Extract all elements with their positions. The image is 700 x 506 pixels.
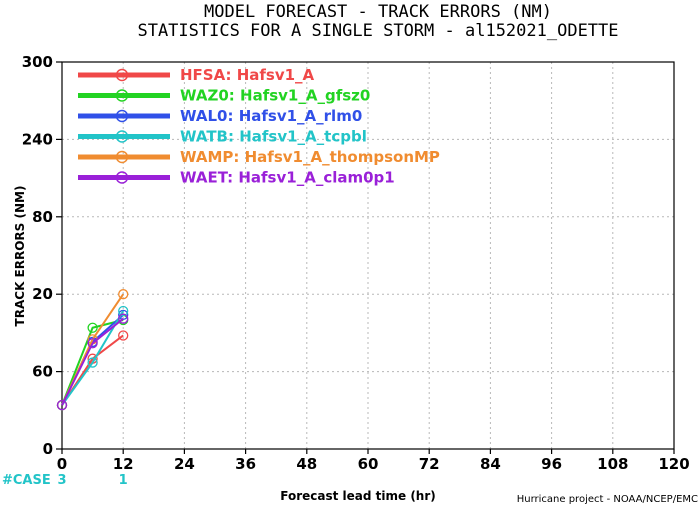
legend-item: WATB: Hafsv1_A_tcpbl [78, 128, 367, 146]
data-point [87, 357, 98, 368]
y-tick-label: 80 [32, 208, 53, 226]
case-count: 1 [119, 473, 128, 488]
legend-item: WAET: Hafsv1_A_clam0p1 [78, 169, 395, 187]
grid-lines [62, 62, 674, 449]
legend-swatch-marker [115, 109, 129, 123]
legend-item: WAZ0: Hafsv1_A_gfsz0 [78, 87, 370, 105]
plot-frame [61, 61, 675, 450]
chart-title: MODEL FORECAST - TRACK ERRORS (NM) [204, 2, 552, 22]
x-tick-label: 108 [597, 455, 628, 473]
legend-swatch-marker [115, 130, 129, 143]
legend-item: HFSA: Hafsv1_A [78, 66, 315, 84]
data-point [118, 289, 129, 300]
legend-swatch-marker [115, 150, 129, 164]
y-tick-label: 240 [22, 130, 53, 148]
data-point [118, 330, 129, 341]
legend-label: WAL0: Hafsv1_A_rlm0 [180, 107, 362, 125]
legend-label: WAMP: Hafsv1_A_thompsonMP [180, 148, 440, 166]
data-point [118, 305, 129, 317]
data-series [56, 289, 129, 411]
legend-swatch-marker [115, 68, 129, 82]
x-tick-label: 84 [480, 455, 501, 473]
x-axis-label: Forecast lead time (hr) [280, 489, 436, 503]
credit-text: Hurricane project - NOAA/NCEP/EMC [517, 494, 698, 505]
x-tick-label: 12 [113, 455, 134, 473]
series-line [61, 317, 124, 406]
x-tick-label: 24 [174, 455, 195, 473]
y-tick-label: 300 [22, 53, 53, 71]
x-axis-ticks: 0 12 24 36 48 60 72 84 96 108 120 [57, 449, 690, 473]
x-tick-label: 0 [57, 455, 67, 473]
legend-label: WAET: Hafsv1_A_clam0p1 [180, 169, 395, 187]
legend-item: WAMP: Hafsv1_A_thompsonMP [78, 148, 440, 166]
series-waet [56, 313, 129, 411]
y-tick-label: 20 [32, 285, 53, 303]
x-tick-label: 120 [658, 455, 689, 473]
y-axis-label: TRACK ERRORS (NM) [13, 186, 27, 327]
legend-item: WAL0: Hafsv1_A_rlm0 [78, 107, 362, 125]
series-line [61, 310, 125, 406]
data-point [87, 322, 98, 333]
legend-label: HFSA: Hafsv1_A [180, 66, 315, 84]
y-axis-ticks: 0 60 20 80 240 300 [22, 53, 62, 458]
data-point [87, 338, 98, 349]
x-tick-label: 60 [358, 455, 379, 473]
data-point [56, 399, 68, 411]
x-tick-label: 36 [235, 455, 256, 473]
legend-swatch-marker [115, 171, 129, 184]
legend-swatch-marker [115, 89, 129, 102]
x-tick-label: 96 [541, 455, 562, 473]
y-tick-label: 60 [32, 363, 53, 381]
legend-label: WAZ0: Hafsv1_A_gfsz0 [180, 87, 370, 105]
case-count: 3 [57, 473, 66, 488]
legend-label: WATB: Hafsv1_A_tcpbl [180, 128, 367, 146]
x-tick-label: 48 [296, 455, 317, 473]
legend: HFSA: Hafsv1_A WAZ0: Hafsv1_A_gfsz0 WAL0: … [78, 66, 440, 187]
x-tick-label: 72 [419, 455, 440, 473]
case-label: #CASE [2, 473, 51, 488]
data-point [118, 313, 129, 324]
chart-subtitle: STATISTICS FOR A SINGLE STORM - al152021… [137, 21, 618, 41]
y-tick-label: 0 [43, 440, 53, 458]
